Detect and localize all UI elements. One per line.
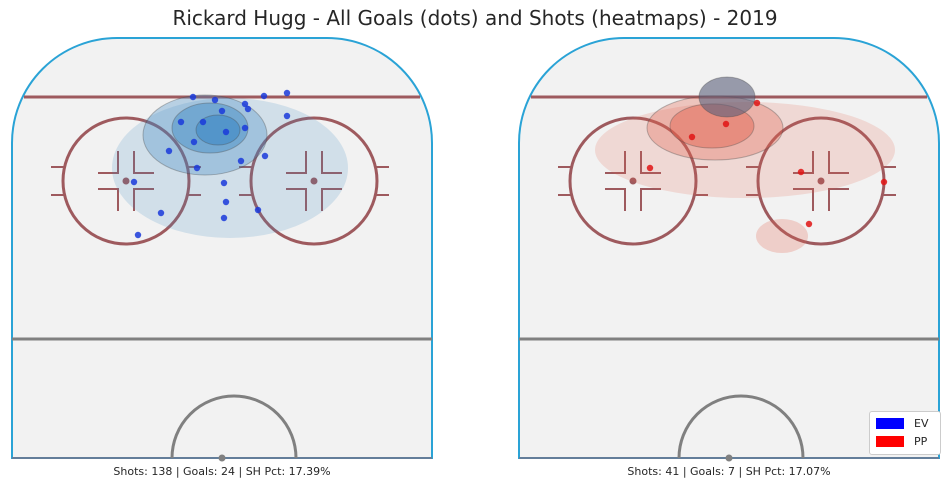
pp-goal-point <box>880 178 888 186</box>
ev-goal-point <box>220 214 228 222</box>
ev-goal-point <box>241 124 249 132</box>
pp-heat-level-4 <box>698 76 756 118</box>
pp-goal-point <box>797 168 805 176</box>
pp-faceoff-circle-left <box>568 116 698 246</box>
pp-faceoff-dot-right <box>817 177 825 185</box>
pp-goal-point <box>688 133 696 141</box>
legend-entry-pp: PP <box>876 435 927 448</box>
pp-heat-level-1 <box>595 102 895 198</box>
ev-goal-point <box>177 118 185 126</box>
ev-goal-point <box>260 92 268 100</box>
ev-goal-point <box>199 118 207 126</box>
ev-goal-point <box>165 147 173 155</box>
ev-goal-dots <box>130 89 291 239</box>
pp-marker-left-bl <box>605 188 626 211</box>
ev-panel-caption: Shots: 138 | Goals: 24 | SH Pct: 17.39% <box>113 465 331 478</box>
ev-goal-point <box>134 231 142 239</box>
pp-marker-right-tr <box>828 151 849 174</box>
ev-goal-point <box>211 96 219 104</box>
ev-marker-right-tl <box>286 151 307 174</box>
ev-marker-right-bl <box>286 188 307 211</box>
ev-goal-point <box>283 89 291 97</box>
legend-swatch-pp <box>876 436 904 447</box>
ev-rink <box>11 37 433 462</box>
ev-marker-left-bl <box>98 188 119 211</box>
ev-heat-level-4 <box>195 114 241 146</box>
ev-goal-point <box>193 164 201 172</box>
ev-marker-right-tr <box>321 151 342 174</box>
ev-goal-point <box>244 105 252 113</box>
legend-swatch-ev <box>876 418 904 429</box>
ev-goal-point <box>237 157 245 165</box>
ev-ice-boards <box>11 37 433 459</box>
pp-center-dot <box>725 454 733 462</box>
chart-title: Rickard Hugg - All Goals (dots) and Shot… <box>172 6 778 30</box>
legend-label-pp: PP <box>914 435 928 448</box>
pp-goal-point <box>646 164 654 172</box>
ev-goal-point <box>261 152 269 160</box>
ev-marker-left-br <box>133 188 154 211</box>
ev-heat-level-1 <box>112 98 348 238</box>
pp-heatmap <box>595 76 895 253</box>
pp-ice-boards <box>518 37 940 459</box>
pp-heat-lobe <box>756 219 808 253</box>
ev-faceoff-circle-left <box>61 116 191 246</box>
ev-faceoff-circle-right <box>249 116 379 246</box>
ev-goal-point <box>218 107 226 115</box>
ev-center-dot <box>218 454 226 462</box>
pp-goal-dots <box>646 99 888 228</box>
ev-faceoff-dot-left <box>122 177 130 185</box>
ev-goal-point <box>220 179 228 187</box>
legend: EV PP <box>869 411 941 455</box>
ev-goal-point <box>241 100 249 108</box>
pp-marker-left-tr <box>640 151 661 174</box>
ev-marker-right-br <box>321 188 342 211</box>
ev-goal-point <box>190 138 198 146</box>
ev-marker-left-tl <box>98 151 119 174</box>
pp-marker-right-bl <box>793 188 814 211</box>
ev-goal-point <box>222 128 230 136</box>
pp-marker-left-tl <box>605 151 626 174</box>
ev-goal-point <box>283 112 291 120</box>
ev-center-circle <box>170 394 298 459</box>
ev-goal-point <box>157 209 165 217</box>
pp-panel-caption: Shots: 41 | Goals: 7 | SH Pct: 17.07% <box>627 465 831 478</box>
pp-marker-right-br <box>828 188 849 211</box>
ev-goal-point <box>189 93 197 101</box>
pp-goal-point <box>805 220 813 228</box>
ev-heatmap <box>112 94 348 238</box>
pp-goal-point <box>722 120 730 128</box>
ev-goal-point <box>130 178 138 186</box>
pp-goal-point <box>753 99 761 107</box>
ev-goal-point <box>254 206 262 214</box>
pp-faceoff-dot-left <box>629 177 637 185</box>
ev-goal-point <box>222 198 230 206</box>
legend-label-ev: EV <box>914 417 929 430</box>
pp-center-circle <box>677 394 805 459</box>
pp-marker-left-br <box>640 188 661 211</box>
ev-faceoff-dot-right <box>310 177 318 185</box>
legend-entry-ev: EV <box>876 417 928 430</box>
ev-marker-left-tr <box>133 151 154 174</box>
